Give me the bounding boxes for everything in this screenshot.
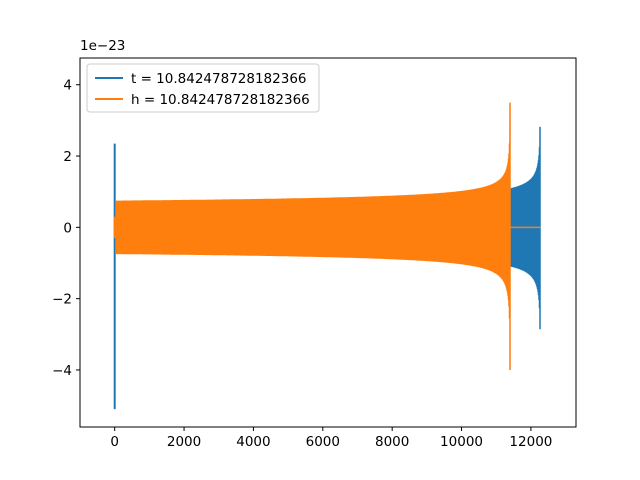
legend: t = 10.842478728182366 h = 10.84247872818… bbox=[86, 63, 320, 113]
x-tick-label: 4000 bbox=[236, 434, 270, 450]
legend-box bbox=[86, 63, 320, 113]
x-axis: 0 2000 4000 6000 8000 10000 12000 bbox=[110, 427, 552, 450]
x-tick-label: 10000 bbox=[440, 434, 483, 450]
y-tick-label: −4 bbox=[52, 363, 72, 379]
series-layer bbox=[113, 102, 541, 410]
legend-label: h = 10.842478728182366 bbox=[131, 92, 310, 108]
x-tick-label: 12000 bbox=[509, 434, 552, 450]
series-2-waveform bbox=[115, 102, 511, 370]
x-tick-label: 8000 bbox=[375, 434, 409, 450]
y-axis-offset-label: 1e−23 bbox=[80, 38, 125, 54]
series-2 bbox=[113, 102, 541, 370]
y-axis: −4 −2 0 2 4 bbox=[52, 78, 80, 379]
x-tick-label: 6000 bbox=[306, 434, 340, 450]
y-tick-label: 0 bbox=[63, 220, 72, 236]
legend-label: t = 10.842478728182366 bbox=[131, 71, 307, 87]
plot-frame bbox=[79, 57, 577, 428]
y-tick-label: 2 bbox=[63, 149, 72, 165]
x-tick-label: 0 bbox=[110, 434, 119, 450]
y-tick-label: −2 bbox=[52, 292, 72, 308]
x-tick-label: 2000 bbox=[167, 434, 201, 450]
y-tick-label: 4 bbox=[63, 78, 72, 94]
